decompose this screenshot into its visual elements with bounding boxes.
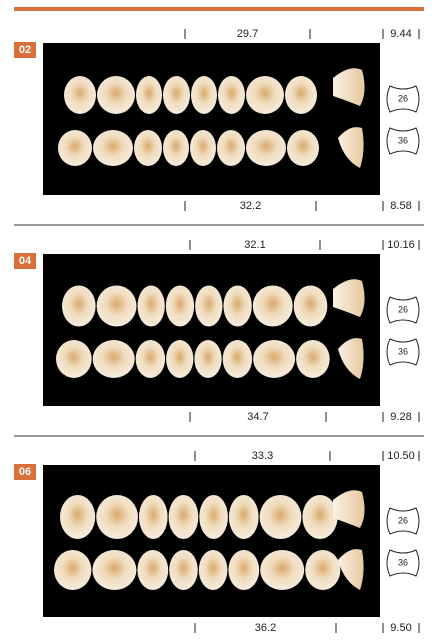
section-label-box xyxy=(14,253,36,269)
tooth xyxy=(228,550,260,590)
bottom-width: 34.7 xyxy=(247,411,268,423)
section-label: 04 xyxy=(19,255,32,267)
tooth xyxy=(296,340,330,378)
top-height: 9.44 xyxy=(390,28,411,40)
tooth xyxy=(134,130,162,166)
tooth xyxy=(92,340,135,378)
tooth xyxy=(168,495,199,539)
bottom-width: 32.2 xyxy=(240,200,261,212)
tooth-code: 36 xyxy=(398,135,408,145)
tooth-icon xyxy=(386,549,420,577)
side-tooth xyxy=(333,490,365,528)
tooth xyxy=(253,340,296,378)
teeth-photo xyxy=(43,465,380,617)
tooth xyxy=(169,550,198,590)
side-tooth xyxy=(333,68,365,106)
tooth xyxy=(217,130,245,166)
tooth-icon xyxy=(386,127,420,155)
tooth xyxy=(163,130,189,166)
tooth xyxy=(64,76,96,114)
tooth xyxy=(60,495,96,539)
tooth xyxy=(137,285,165,327)
tooth-icon xyxy=(386,507,420,535)
teeth-photo xyxy=(43,254,380,406)
tooth xyxy=(191,76,217,114)
tooth-icon xyxy=(386,338,420,366)
tooth xyxy=(218,76,245,114)
teeth-photo xyxy=(43,43,380,195)
top-height: 10.50 xyxy=(387,450,415,462)
tooth xyxy=(96,285,137,327)
side-tooth xyxy=(338,549,364,590)
tooth xyxy=(252,285,293,327)
bottom-height: 9.28 xyxy=(390,411,411,423)
tooth-code: 26 xyxy=(398,93,408,103)
tooth xyxy=(56,340,92,378)
tooth xyxy=(190,130,216,166)
top-width: 32.1 xyxy=(244,239,265,251)
tooth-icon xyxy=(386,85,420,113)
tooth xyxy=(259,495,302,539)
side-tooth xyxy=(333,279,365,317)
tooth xyxy=(222,340,253,378)
tooth xyxy=(285,76,317,114)
section-label-box xyxy=(14,42,36,58)
side-tooth xyxy=(338,338,364,379)
tooth xyxy=(198,550,228,590)
tooth-code: 26 xyxy=(398,304,408,314)
tooth xyxy=(194,340,222,378)
tooth xyxy=(136,76,162,114)
tooth xyxy=(246,76,284,114)
tooth xyxy=(228,495,259,539)
tooth xyxy=(58,130,92,166)
tooth-code: 36 xyxy=(398,346,408,356)
tooth xyxy=(302,495,338,539)
tooth xyxy=(166,340,194,378)
top-width: 33.3 xyxy=(252,450,273,462)
tooth xyxy=(137,550,169,590)
bottom-height: 9.50 xyxy=(390,622,411,634)
tooth xyxy=(96,495,138,539)
tooth xyxy=(139,495,168,539)
bottom-width: 36.2 xyxy=(255,622,276,634)
top-bar xyxy=(14,7,424,11)
tooth xyxy=(165,285,195,327)
tooth xyxy=(97,76,135,114)
section-label: 02 xyxy=(19,44,31,56)
tooth-code: 26 xyxy=(398,515,408,525)
tooth xyxy=(260,550,305,590)
tooth xyxy=(62,285,96,327)
tooth xyxy=(93,130,133,166)
top-width: 29.7 xyxy=(237,28,258,40)
tooth xyxy=(287,130,319,166)
section-label-box xyxy=(14,464,36,480)
tooth xyxy=(53,550,92,590)
tooth xyxy=(223,285,252,327)
top-height: 10.16 xyxy=(387,239,415,251)
bottom-height: 8.58 xyxy=(390,200,411,212)
tooth-code: 36 xyxy=(398,557,408,567)
tooth xyxy=(195,285,223,327)
side-tooth xyxy=(338,127,364,168)
tooth-icon xyxy=(386,296,420,324)
tooth xyxy=(135,340,166,378)
tooth xyxy=(246,130,286,166)
tooth xyxy=(293,285,328,327)
tooth xyxy=(199,495,228,539)
tooth xyxy=(163,76,190,114)
tooth xyxy=(92,550,137,590)
section-label: 06 xyxy=(19,466,31,478)
tooth xyxy=(305,550,341,590)
